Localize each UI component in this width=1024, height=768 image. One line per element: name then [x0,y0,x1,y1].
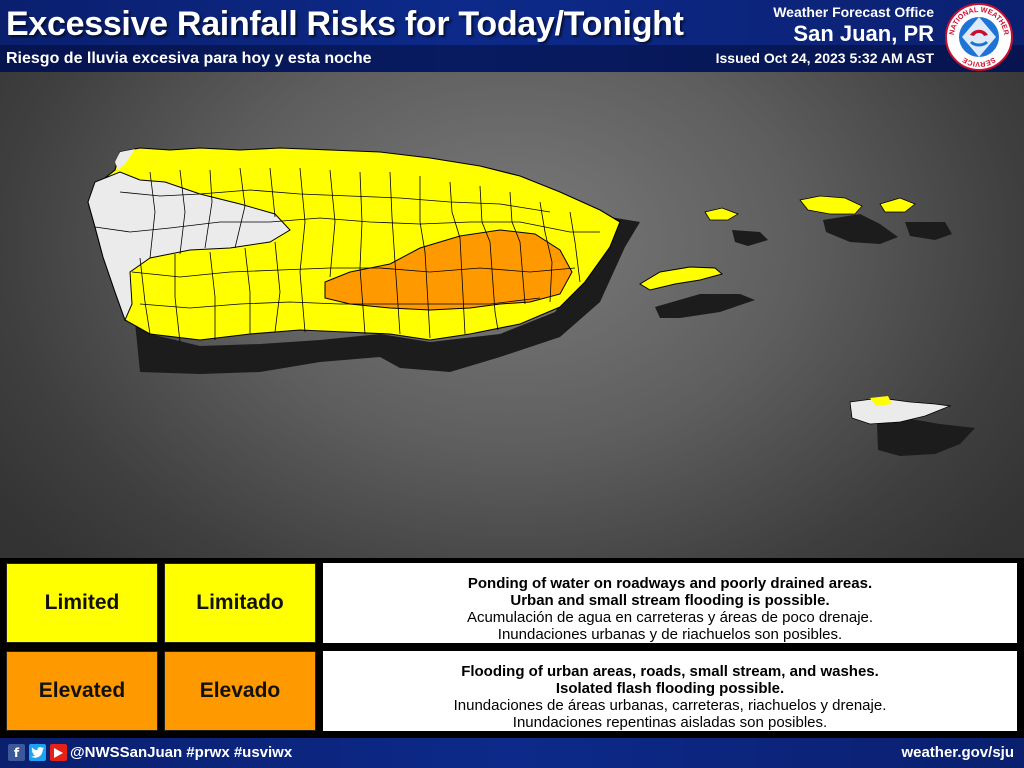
limited-desc-es-line2: Inundaciones urbanas y de riachuelos son… [497,626,843,643]
legend-elevated-es: Elevado [164,651,316,731]
st-john-shadow [905,222,952,240]
issued-timestamp: Issued Oct 24, 2023 5:32 AM AST [715,50,934,66]
website-link[interactable]: weather.gov/sju [901,744,1014,761]
risk-map [87,147,975,456]
legend-table: Limited Limitado Ponding of water on roa… [0,558,1024,738]
limited-desc-en-line1: Ponding of water on roadways and poorly … [467,575,873,592]
legend-limited-description: Ponding of water on roadways and poorly … [323,563,1017,643]
office-label: Weather Forecast Office [773,4,934,20]
legend-limited-en: Limited [6,563,158,643]
st-croix-limited-area [870,396,892,406]
twitter-icon[interactable] [29,744,46,761]
municipality-boundaries [94,167,600,343]
social-handle[interactable]: @NWSSanJuan #prwx #usviwx [70,744,293,761]
page-subtitle: Riesgo de lluvia excesiva para hoy y est… [6,50,372,67]
st-john-island [879,197,916,213]
st-croix-shadow [877,418,975,456]
nws-logo: NATIONAL WEATHER SERVICE [945,3,1013,71]
island-shadows [135,214,975,456]
legend-elevated-description: Flooding of urban areas, roads, small st… [323,651,1017,731]
puerto-rico [87,147,621,343]
risk-area-none [115,149,135,170]
elevated-desc-en-line1: Flooding of urban areas, roads, small st… [461,663,879,680]
elevated-desc-en-line2: Isolated flash flooding possible. [555,680,785,697]
facebook-icon[interactable]: f [8,744,25,761]
svg-text:SERVICE: SERVICE [960,55,997,69]
elevated-desc-es-line2: Inundaciones repentinas aisladas son pos… [512,714,828,731]
risk-area-none [87,171,291,322]
st-thomas-island [799,195,863,215]
office-name: San Juan, PR [793,21,934,46]
limited-desc-en-line2: Urban and small stream flooding is possi… [510,592,830,609]
st-thomas-shadow [823,214,898,244]
legend-limited-es: Limitado [164,563,316,643]
limited-desc-es-line1: Acumulación de agua en carreteras y área… [466,609,874,626]
puerto-rico-shadow [135,217,640,374]
st-croix-island [849,397,952,425]
culebra-shadow [732,230,768,246]
legend-elevated-en: Elevated [6,651,158,731]
risk-area-elevated [324,229,573,311]
footer-bar: f @NWSSanJuan #prwx #usviwx weather.gov/… [0,738,1024,768]
vieques-island [639,266,724,291]
map-panel [0,72,1024,558]
page-title: Excessive Rainfall Risks for Today/Tonig… [6,5,684,43]
youtube-icon[interactable] [50,744,67,761]
vieques-shadow [655,294,755,318]
header-banner: Excessive Rainfall Risks for Today/Tonig… [0,0,1024,72]
culebra-island [704,207,739,221]
elevated-desc-es-line1: Inundaciones de áreas urbanas, carretera… [453,697,887,714]
